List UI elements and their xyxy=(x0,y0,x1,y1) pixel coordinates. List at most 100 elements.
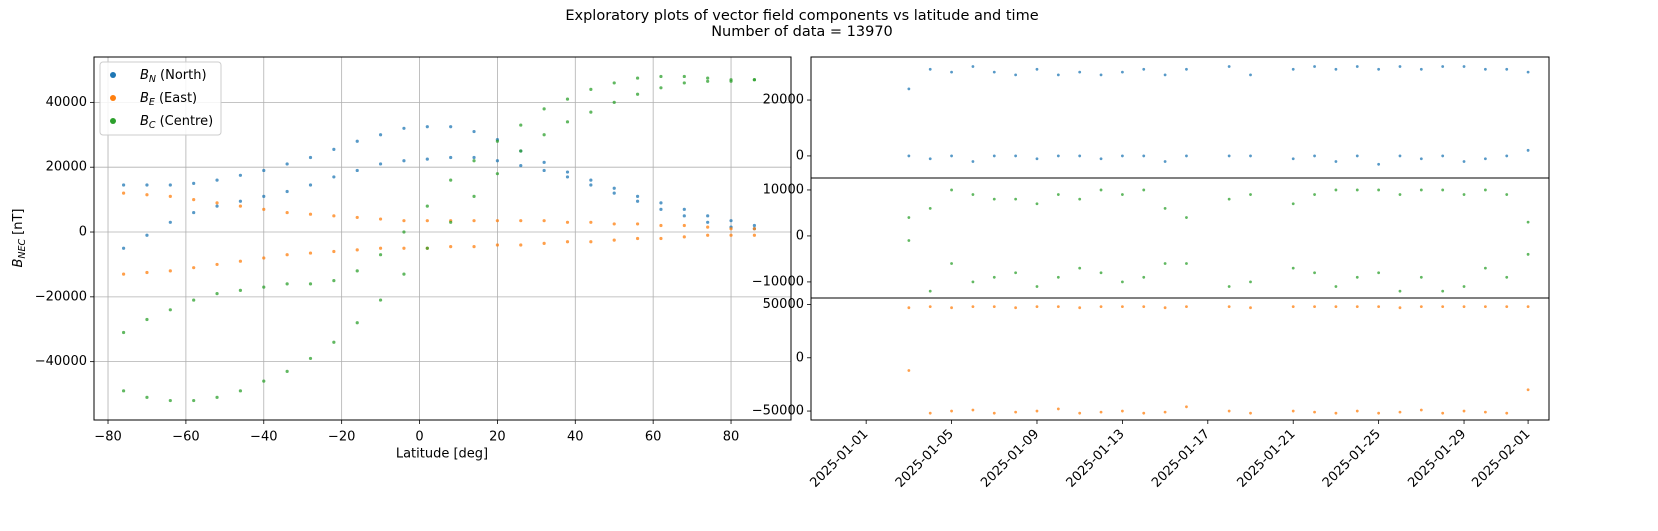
point xyxy=(928,289,932,293)
point xyxy=(192,198,196,202)
point xyxy=(706,76,710,80)
point xyxy=(472,129,476,134)
point xyxy=(1419,67,1423,71)
point xyxy=(1377,271,1381,275)
point xyxy=(262,168,266,173)
point xyxy=(425,219,429,223)
point xyxy=(238,173,243,177)
point xyxy=(752,233,756,237)
point xyxy=(519,149,523,153)
point xyxy=(1526,220,1530,224)
point xyxy=(589,110,593,114)
point xyxy=(519,163,523,168)
point xyxy=(215,395,219,399)
point xyxy=(1483,188,1487,192)
point xyxy=(706,214,710,218)
point xyxy=(1505,67,1509,71)
point xyxy=(1227,197,1231,201)
point xyxy=(1227,305,1231,309)
point xyxy=(1142,305,1146,309)
point xyxy=(192,210,196,215)
point xyxy=(682,81,686,85)
point xyxy=(262,256,266,260)
point xyxy=(1441,289,1445,293)
point xyxy=(706,225,710,229)
point xyxy=(729,233,733,237)
figure-subtitle: Number of data = 13970 xyxy=(711,24,893,40)
point xyxy=(1419,275,1423,279)
x-tick-label: −80 xyxy=(94,430,121,445)
point xyxy=(262,285,266,289)
point xyxy=(1313,305,1316,309)
y-tick-label: 20000 xyxy=(46,160,87,175)
point xyxy=(238,288,243,292)
point xyxy=(238,204,243,208)
point xyxy=(659,201,663,205)
point xyxy=(308,251,313,255)
point xyxy=(332,340,336,344)
point xyxy=(659,74,663,79)
y-axis-label: BNEC [nT] xyxy=(11,209,28,268)
point xyxy=(589,87,593,92)
point xyxy=(612,222,616,226)
y-tick-label: 0 xyxy=(796,228,804,243)
point xyxy=(1355,275,1359,279)
point xyxy=(971,193,975,196)
point xyxy=(1313,154,1316,158)
point xyxy=(425,204,429,208)
point xyxy=(635,76,640,80)
point xyxy=(121,246,126,250)
point xyxy=(729,79,733,83)
point xyxy=(1291,67,1295,71)
point xyxy=(928,67,932,71)
point xyxy=(1078,154,1082,158)
point xyxy=(1014,410,1018,414)
point xyxy=(1526,388,1530,392)
point xyxy=(1505,193,1509,196)
point xyxy=(495,172,500,176)
point xyxy=(449,220,453,224)
point xyxy=(659,207,663,211)
point xyxy=(682,207,686,211)
point xyxy=(1142,154,1146,158)
point xyxy=(729,227,733,231)
point xyxy=(1163,306,1167,310)
point xyxy=(612,186,616,190)
legend-label: BC (Centre) xyxy=(140,114,213,131)
axes-frame xyxy=(810,177,1550,299)
point xyxy=(542,219,546,223)
point xyxy=(495,219,500,223)
point xyxy=(1185,67,1188,71)
legend-label: BN (North) xyxy=(140,68,207,85)
point xyxy=(752,227,756,231)
x-tick-label: 2025-02-01 xyxy=(1469,427,1533,491)
point xyxy=(565,170,570,174)
point xyxy=(1398,154,1402,158)
point xyxy=(145,317,149,322)
point xyxy=(1142,411,1146,415)
point xyxy=(1120,154,1124,158)
point xyxy=(378,217,383,221)
x-tick-label: 40 xyxy=(567,430,584,445)
point xyxy=(1099,188,1103,192)
x-tick-label: −40 xyxy=(250,430,277,445)
point xyxy=(1035,285,1039,288)
x-tick-label: 20 xyxy=(489,430,506,445)
legend-text: (North) xyxy=(160,68,207,83)
point xyxy=(659,236,663,241)
point xyxy=(635,92,640,96)
point xyxy=(1398,289,1402,293)
point xyxy=(1398,306,1402,310)
point xyxy=(1398,65,1402,68)
point xyxy=(145,183,149,187)
point xyxy=(402,246,406,250)
legend-box xyxy=(99,61,222,136)
point xyxy=(238,259,243,263)
point xyxy=(589,240,593,244)
point xyxy=(308,183,313,187)
point xyxy=(1355,154,1359,158)
point xyxy=(971,408,975,412)
point xyxy=(992,154,996,158)
point xyxy=(1056,73,1060,77)
